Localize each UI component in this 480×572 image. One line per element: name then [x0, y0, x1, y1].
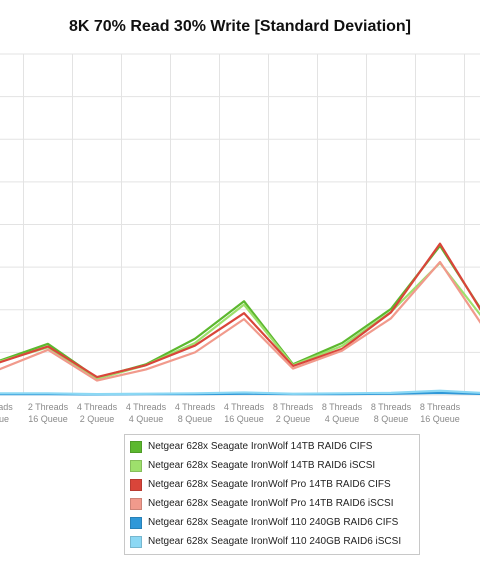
legend-swatch	[130, 497, 142, 510]
legend-swatch	[130, 516, 142, 529]
x-tick-label: hreadsueue	[0, 402, 13, 424]
legend-label: Netgear 628x Seagate IronWolf Pro 14TB R…	[148, 479, 391, 490]
legend-item[interactable]: Netgear 628x Seagate IronWolf 110 240GB …	[125, 532, 419, 551]
x-tick-label: 4 Threads 4 Queue	[126, 402, 167, 424]
legend: Netgear 628x Seagate IronWolf 14TB RAID6…	[124, 434, 420, 555]
series-line-4	[0, 260, 480, 382]
legend-item[interactable]: Netgear 628x Seagate IronWolf 14TB RAID6…	[125, 437, 419, 456]
legend-item[interactable]: Netgear 628x Seagate IronWolf 110 240GB …	[125, 513, 419, 532]
series-line-6	[0, 389, 480, 396]
legend-swatch	[130, 459, 142, 472]
legend-item[interactable]: Netgear 628x Seagate IronWolf Pro 14TB R…	[125, 494, 419, 513]
series-line-2	[0, 261, 480, 380]
x-tick-label: 8 Threads 2 Queue	[273, 402, 314, 424]
x-tick-label: 8 Threads 8 Queue	[371, 402, 412, 424]
grid	[0, 53, 480, 396]
legend-label: Netgear 628x Seagate IronWolf Pro 14TB R…	[148, 498, 394, 509]
legend-swatch	[130, 478, 142, 491]
legend-label: Netgear 628x Seagate IronWolf 110 240GB …	[148, 517, 399, 528]
x-tick-label: 8 Threads 4 Queue	[322, 402, 363, 424]
legend-item[interactable]: Netgear 628x Seagate IronWolf Pro 14TB R…	[125, 475, 419, 494]
x-tick-label: 4 Threads 2 Queue	[77, 402, 118, 424]
series-layer	[0, 242, 480, 396]
x-tick-label: 2 Threads 16 Queue	[28, 402, 69, 424]
legend-label: Netgear 628x Seagate IronWolf 110 240GB …	[148, 536, 402, 547]
chart-title: 8K 70% Read 30% Write [Standard Deviatio…	[68, 18, 412, 35]
x-tick-label: 4 Threads 16 Queue	[224, 402, 265, 424]
legend-item[interactable]: Netgear 628x Seagate IronWolf 14TB RAID6…	[125, 456, 419, 475]
x-tick-label: 8 Threads 16 Queue	[420, 402, 461, 424]
legend-label: Netgear 628x Seagate IronWolf 14TB RAID6…	[148, 460, 376, 471]
series-line-3	[0, 242, 480, 379]
legend-swatch	[130, 440, 142, 453]
legend-label: Netgear 628x Seagate IronWolf 14TB RAID6…	[148, 441, 373, 452]
x-tick-label: 4 Threads 8 Queue	[175, 402, 216, 424]
legend-swatch	[130, 535, 142, 548]
